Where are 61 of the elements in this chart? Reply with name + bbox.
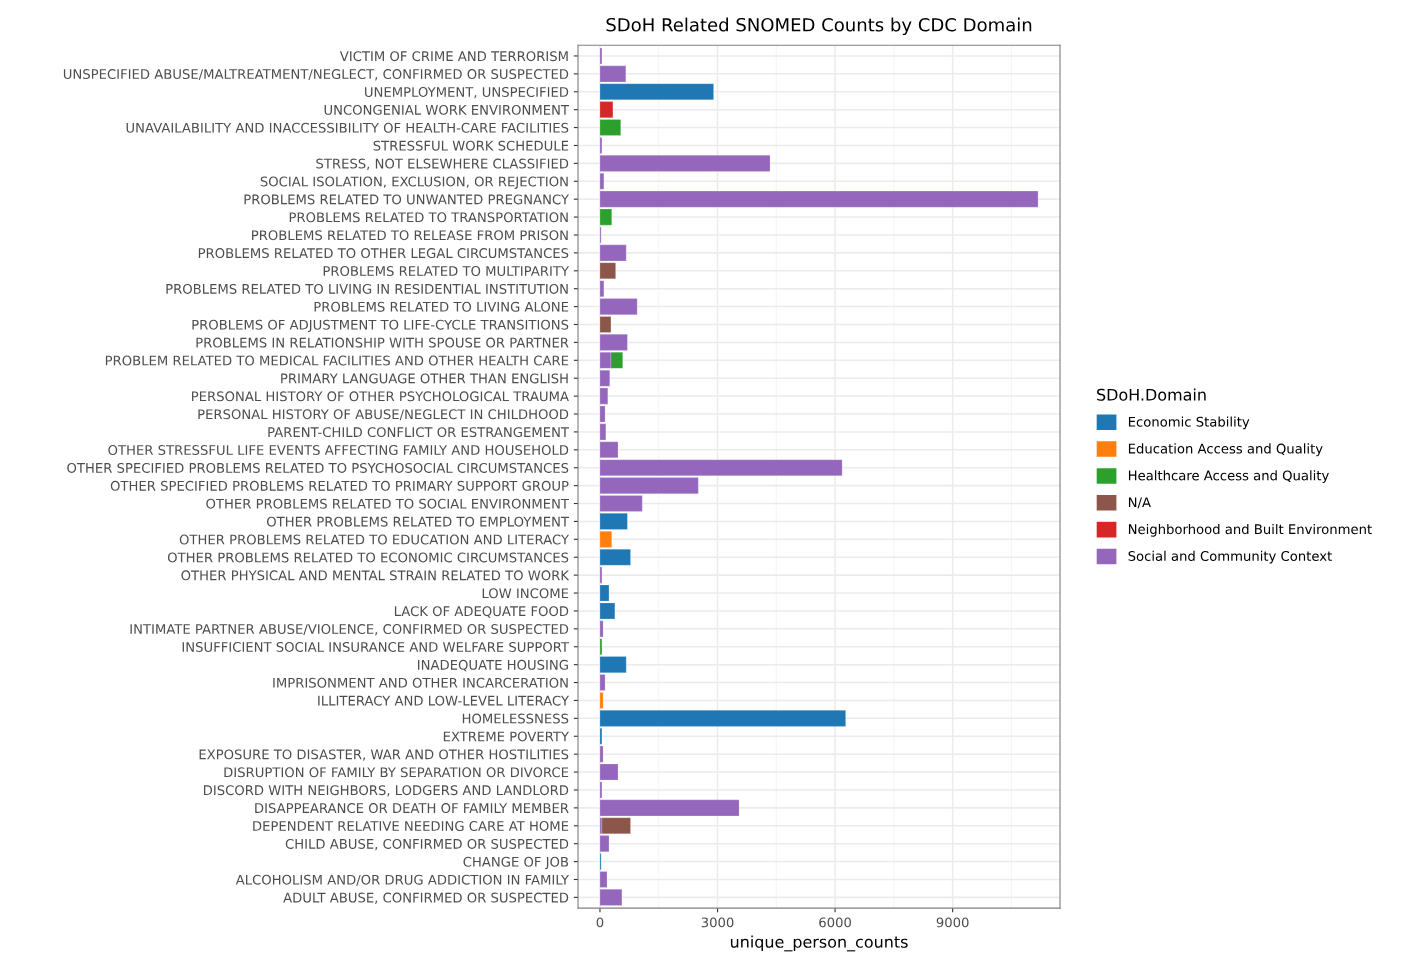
y-tick-label: PROBLEMS RELATED TO OTHER LEGAL CIRCUMSTANCES (198, 248, 569, 259)
y-tick-label: DEPENDENT RELATIVE NEEDING CARE AT HOME (253, 821, 569, 831)
y-tick-label: IMPRISONMENT AND OTHER INCARCERATION (273, 677, 568, 688)
y-tick-label: OTHER SPECIFIED PROBLEMS RELATED TO PRIMARY SUPPORT GROUP (110, 480, 569, 491)
y-tick-label: PRIMARY LANGUAGE OTHER THAN ENGLISH (281, 373, 568, 384)
y-tick-label: OTHER PROBLEMS RELATED TO EMPLOYMENT (267, 516, 570, 527)
y-tick-label: PROBLEMS RELATED TO TRANSPORTATION (289, 212, 568, 223)
y-tick-label: PROBLEMS RELATED TO LIVING ALONE (314, 301, 569, 312)
y-tick-label: ILLITERACY AND LOW-LEVEL LITERACY (318, 695, 570, 706)
y-tick-label: DISRUPTION OF FAMILY BY SEPARATION OR DIVORCE (224, 767, 569, 778)
y-tick-label: INTIMATE PARTNER ABUSE/VIOLENCE, CONFIRMED OR SUSPECTED (130, 624, 569, 636)
y-tick-label: UNEMPLOYMENT, UNSPECIFIED (365, 86, 569, 99)
chart-title: SDoH Related SNOMED Counts by CDC Domain (606, 17, 1032, 36)
y-tick-label: DISAPPEARANCE OR DEATH OF FAMILY MEMBER (255, 803, 569, 814)
y-tick-label: SOCIAL ISOLATION, EXCLUSION, OR REJECTION (260, 176, 568, 189)
x-tick-label: 9000 (936, 917, 969, 928)
y-tick-label: CHILD ABUSE, CONFIRMED OR SUSPECTED (285, 838, 569, 851)
legend-label: Economic Stability (1128, 416, 1250, 430)
y-tick-label: EXPOSURE TO DISASTER, WAR AND OTHER HOSTILITIES (199, 749, 569, 761)
y-tick-label: PROBLEMS RELATED TO MULTIPARITY (323, 266, 570, 276)
y-tick-label: PERSONAL HISTORY OF OTHER PSYCHOLOGICAL TRAUMA (192, 391, 569, 402)
legend-label: Healthcare Access and Quality (1128, 470, 1329, 483)
y-tick-label: OTHER PROBLEMS RELATED TO EDUCATION AND LITERACY (179, 534, 570, 545)
y-tick-label: LOW INCOME (482, 588, 569, 599)
y-tick-label: PARENT-CHILD CONFLICT OR ESTRANGEMENT (268, 427, 570, 438)
y-tick-label: OTHER PHYSICAL AND MENTAL STRAIN RELATED TO WORK (181, 570, 570, 581)
y-tick-label: PROBLEM RELATED TO MEDICAL FACILITIES AND OTHER HEALTH CARE (105, 355, 569, 366)
y-tick-label: EXTREME POVERTY (443, 731, 570, 742)
y-tick-label: DISCORD WITH NEIGHBORS, LODGERS AND LANDLORD (203, 785, 569, 797)
y-tick-label: HOMELESSNESS (462, 713, 569, 724)
y-tick-label: ADULT ABUSE, CONFIRMED OR SUSPECTED (283, 892, 569, 904)
y-tick-label: PROBLEMS RELATED TO RELEASE FROM PRISON (252, 230, 568, 241)
x-tick-label: 6000 (819, 917, 851, 928)
y-tick-label: STRESSFUL WORK SCHEDULE (373, 140, 569, 151)
x-tick-label: 3000 (701, 917, 734, 928)
y-tick-label: UNCONGENIAL WORK ENVIRONMENT (324, 104, 570, 115)
y-tick-label: ALCOHOLISM AND/OR DRUG ADDICTION IN FAMILY (235, 874, 570, 886)
legend-label: Education Access and Quality (1128, 443, 1323, 457)
legend-label: Neighborhood and Built Environment (1128, 523, 1372, 537)
y-tick-label: STRESS, NOT ELSEWHERE CLASSIFIED (316, 158, 569, 170)
y-tick-label: PROBLEMS IN RELATIONSHIP WITH SPOUSE OR PARTNER (196, 337, 569, 348)
y-tick-label: OTHER PROBLEMS RELATED TO SOCIAL ENVIRONMENT (206, 498, 570, 509)
y-tick-label: CHANGE OF JOB (463, 856, 569, 870)
x-axis-title: unique_person_counts (730, 935, 908, 952)
y-tick-label: INADEQUATE HOUSING (418, 659, 568, 672)
y-tick-label: OTHER SPECIFIED PROBLEMS RELATED TO PSYCHOSOCIAL CIRCUMSTANCES (67, 462, 569, 473)
y-tick-label: VICTIM OF CRIME AND TERRORISM (339, 51, 568, 62)
x-tick-label: 0 (596, 917, 604, 928)
y-tick-label: PROBLEMS RELATED TO LIVING IN RESIDENTIAL INSTITUTION (166, 283, 568, 294)
y-tick-label: UNSPECIFIED ABUSE/MALTREATMENT/NEGLECT, CONFIRMED OR SUSPECTED (63, 69, 569, 81)
y-tick-label: PROBLEMS OF ADJUSTMENT TO LIFE-CYCLE TRANSITIONS (192, 319, 569, 333)
y-tick-label: PROBLEMS RELATED TO UNWANTED PREGNANCY (244, 194, 570, 205)
y-tick-label: INSUFFICIENT SOCIAL INSURANCE AND WELFARE SUPPORT (182, 641, 570, 652)
legend-title: SDoH.Domain (1097, 388, 1206, 401)
y-tick-label: LACK OF ADEQUATE FOOD (394, 606, 569, 618)
y-tick-label: PERSONAL HISTORY OF ABUSE/NEGLECT IN CHILDHOOD (198, 409, 569, 421)
legend-label: N/A (1128, 497, 1151, 509)
y-tick-label: OTHER PROBLEMS RELATED TO ECONOMIC CIRCUMSTANCES (167, 552, 569, 563)
y-tick-label: OTHER STRESSFUL LIFE EVENTS AFFECTING FAMILY AND HOUSEHOLD (108, 445, 569, 456)
y-tick-label: UNAVAILABILITY AND INACCESSIBILITY OF HEALTH-CARE FACILITIES (126, 122, 569, 133)
legend-label: Social and Community Context (1128, 550, 1332, 564)
